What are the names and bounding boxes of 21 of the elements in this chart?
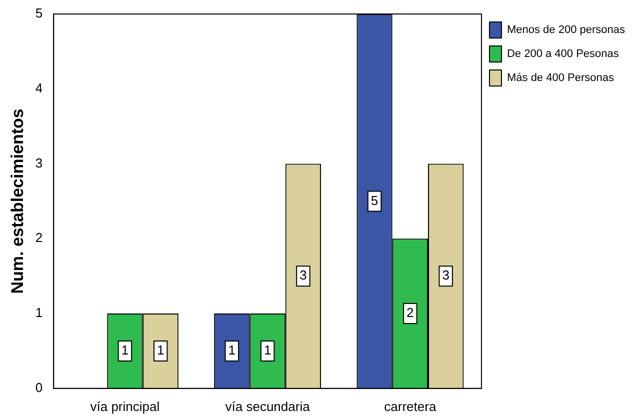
legend-label: Menos de 200 personas bbox=[506, 24, 626, 36]
data-label: 1 bbox=[228, 342, 236, 358]
y-tick-label: 2 bbox=[35, 230, 43, 246]
data-label: 2 bbox=[406, 305, 414, 320]
x-tick-label: vía principal bbox=[90, 398, 160, 414]
data-label: 1 bbox=[121, 342, 129, 358]
data-label: 3 bbox=[442, 268, 450, 283]
y-tick-label: 0 bbox=[35, 380, 43, 395]
y-tick-label: 3 bbox=[35, 155, 43, 170]
y-tick-label: 4 bbox=[35, 80, 43, 96]
y-axis-title: Num. establecimientos bbox=[8, 108, 27, 294]
data-label: 3 bbox=[300, 268, 307, 283]
data-label: 5 bbox=[370, 192, 378, 208]
legend-label: Más de 400 Personas bbox=[506, 72, 614, 84]
x-tick-label: carretera bbox=[384, 398, 437, 414]
legend-label: De 200 a 400 Pesonas bbox=[506, 48, 620, 60]
data-label: 1 bbox=[156, 342, 164, 358]
y-tick-label: 1 bbox=[35, 305, 43, 320]
data-label: 1 bbox=[264, 342, 272, 358]
y-tick-label: 5 bbox=[35, 6, 43, 21]
x-tick-label: vía secundaria bbox=[225, 398, 311, 414]
